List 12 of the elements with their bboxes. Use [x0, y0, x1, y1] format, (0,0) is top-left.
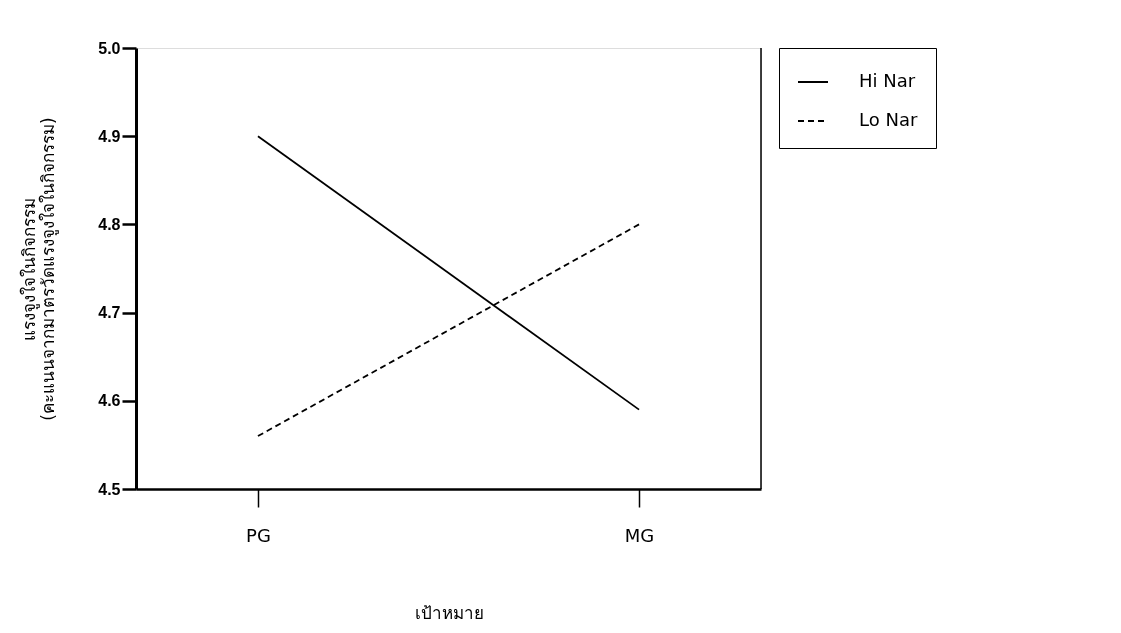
x-tick-label: MG — [624, 524, 655, 546]
y-tick-label: 4.9 — [98, 127, 121, 145]
x-axis-title: เป้าหมาย — [414, 602, 484, 623]
y-tick-label: 4.8 — [98, 215, 121, 233]
y-tick-label: 4.7 — [98, 304, 121, 322]
legend-label: Hi Nar — [859, 70, 916, 91]
y-tick-label: 5.0 — [98, 39, 121, 57]
y-tick-label: 4.6 — [98, 392, 121, 410]
y-tick-label: 4.5 — [98, 480, 121, 498]
legend-label: Lo Nar — [859, 109, 918, 130]
y-axis-title: แรงจูงใจในกิจกรรม (คะแนนจากมาตรวัดแรงจูงใจในกิจกรรม) — [19, 117, 60, 421]
x-tick-label: PG — [246, 524, 271, 546]
